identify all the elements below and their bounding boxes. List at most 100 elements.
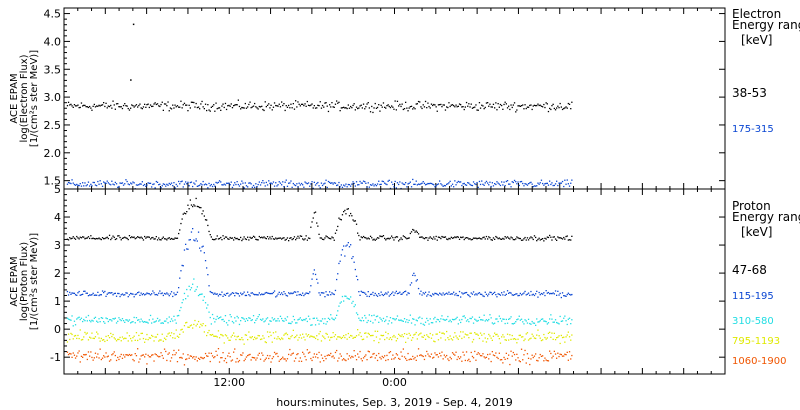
data-point [97, 333, 99, 335]
data-point [213, 335, 215, 337]
data-point [496, 356, 498, 358]
data-point [489, 181, 491, 183]
data-point [455, 104, 457, 106]
data-point [561, 336, 564, 339]
data-point [399, 319, 401, 322]
data-point [491, 293, 493, 296]
data-point [428, 336, 430, 339]
data-point [421, 336, 423, 338]
data-point [158, 340, 160, 342]
data-point [185, 358, 187, 361]
data-point [94, 352, 97, 354]
data-point [105, 102, 107, 104]
data-point [334, 334, 337, 336]
data-point [172, 238, 174, 240]
data-point [302, 184, 304, 186]
data-point [426, 350, 428, 353]
data-point [517, 237, 519, 239]
data-point [262, 108, 264, 111]
data-point [354, 109, 356, 111]
data-point [259, 237, 262, 239]
data-point [470, 332, 472, 334]
data-point [120, 353, 122, 356]
data-point [152, 183, 154, 186]
data-point [420, 322, 422, 325]
data-point [168, 295, 170, 297]
data-point [478, 102, 481, 104]
data-point [376, 295, 379, 297]
data-point [196, 360, 198, 362]
data-point [511, 181, 513, 183]
data-point [446, 183, 448, 185]
data-point [263, 360, 265, 362]
data-point [112, 294, 114, 296]
data-point [190, 101, 193, 103]
data-point [78, 184, 80, 187]
data-point [99, 180, 101, 182]
data-point [161, 292, 163, 294]
data-point [139, 338, 141, 340]
data-point [317, 319, 319, 321]
data-point [565, 106, 567, 108]
data-point [533, 185, 536, 187]
data-point [432, 334, 434, 336]
data-point [132, 293, 134, 295]
data-point [556, 107, 558, 109]
data-point [392, 317, 394, 320]
data-point [362, 180, 365, 182]
data-point [563, 317, 565, 319]
data-point [391, 105, 393, 107]
data-point [384, 106, 386, 108]
data-point [429, 182, 431, 184]
data-point [214, 238, 216, 241]
data-point [495, 334, 497, 336]
data-point [311, 324, 313, 326]
data-point [358, 334, 360, 336]
data-point [277, 237, 279, 239]
data-point [474, 106, 476, 108]
data-point [320, 320, 323, 322]
data-point [402, 235, 404, 237]
data-point [458, 335, 461, 337]
data-point [394, 319, 396, 321]
data-point [69, 291, 71, 294]
data-point [110, 292, 112, 294]
data-point [137, 339, 139, 342]
data-point [432, 104, 434, 107]
data-point [252, 105, 255, 107]
data-point [230, 293, 232, 295]
data-point [551, 293, 553, 295]
data-point [266, 331, 269, 333]
data-point [492, 354, 495, 356]
data-point [571, 235, 573, 237]
data-point [364, 292, 366, 294]
data-point [545, 182, 547, 185]
data-point [244, 334, 246, 336]
data-point [513, 338, 516, 340]
data-point [250, 319, 252, 322]
data-point [471, 184, 474, 187]
data-point [553, 293, 555, 295]
data-point [565, 235, 567, 238]
data-point [330, 294, 332, 296]
data-point [306, 349, 308, 351]
data-point [403, 291, 406, 293]
data-point [243, 318, 245, 320]
data-point [543, 240, 545, 242]
data-point [318, 351, 320, 354]
data-point [531, 294, 533, 296]
data-point [556, 239, 558, 241]
data-point [272, 356, 275, 358]
data-point [539, 294, 541, 296]
data-point [381, 335, 383, 337]
data-point [343, 211, 345, 213]
data-point [550, 292, 552, 295]
data-point [325, 235, 327, 237]
data-point [71, 105, 73, 107]
data-point [262, 180, 264, 182]
data-point [361, 237, 363, 239]
data-point [323, 322, 325, 325]
data-point [364, 236, 366, 239]
data-point [202, 357, 204, 360]
data-point [469, 317, 471, 320]
